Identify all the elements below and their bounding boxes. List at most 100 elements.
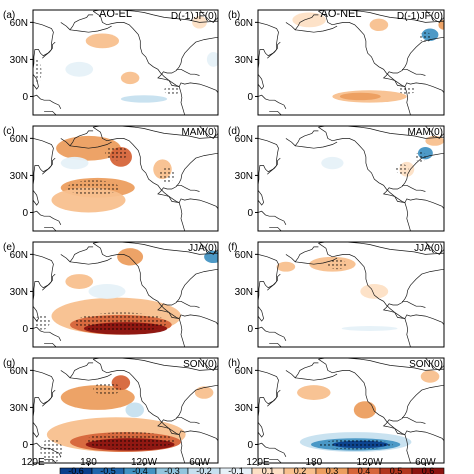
panel-f: 60N 30N 0 (f) JJA(0) [228,241,445,348]
coastline [44,458,57,463]
coastline [258,210,287,225]
anomaly-patch [341,326,398,331]
colorbar-label: -0.2 [196,466,212,474]
coastline [33,189,39,206]
coastline [92,242,180,319]
coastline [267,389,281,407]
panel-label: (b) [228,10,240,21]
colorbar-label: 0.4 [358,466,371,474]
x-tick-label: 120W [131,457,158,468]
panel-label: (d) [228,126,240,137]
coastline [69,141,112,149]
season-label: D(-1)JF(0) [397,11,443,22]
coastline [258,189,264,206]
x-tick-label: 120W [357,457,384,468]
significance-stipple [105,145,128,161]
field [33,126,218,231]
map-background [258,126,444,231]
panel-frame [32,241,219,348]
y-tick-label: 0 [22,324,28,335]
significance-stipple [395,164,409,175]
coastline [60,14,94,31]
coastline [404,434,411,463]
coastline [33,73,39,90]
panel-g: 60N 30N 0 120E 180 120W 60W (g) SON(0) [3,357,219,468]
coastline [176,300,200,308]
map-background [258,242,444,347]
coastline [176,68,200,76]
panel-a: 60N 30N 0 (a) AO-EL D(-1)JF(0) [3,8,219,116]
y-tick-label: 30N [10,287,28,298]
anomaly-patch [321,156,344,170]
x-tick-label: 60W [415,457,436,468]
colorbar-label: -0.4 [132,466,148,474]
panel-d: 60N 30N 0 (d) MAM(0) [228,125,445,232]
coastline [402,416,426,424]
anomaly-patch [292,12,326,28]
coastline [295,141,338,149]
y-tick-label: 0 [247,324,253,335]
anomaly-patch [125,402,144,418]
significance-stipple [93,382,121,396]
coastline [267,41,281,59]
coastline [93,358,218,442]
coastline [93,10,218,94]
coastline [33,326,62,341]
coastline [285,14,319,31]
coastline [258,73,264,90]
y-tick-label: 30N [10,171,28,182]
coastline [60,130,94,147]
field [33,242,218,347]
field [258,358,444,463]
coastline [402,68,426,76]
y-tick-label: 30N [235,403,253,414]
panel-frame [257,241,445,348]
coastline [44,110,57,115]
panel-e: 60N 30N 0 (e) JJA(0) [3,241,219,348]
coastline [404,318,411,347]
anomaly-patch [194,386,214,399]
coastline [318,126,406,203]
coastline [42,41,56,59]
y-tick-label: 60N [10,366,28,377]
coastline [269,226,282,231]
colorbar-label: -0.1 [228,466,244,474]
panel-label: (g) [3,358,15,369]
season-label: D(-1)JF(0) [171,11,217,22]
y-tick-label: 60N [235,134,253,145]
anomaly-patch [369,18,389,31]
panel-label: (a) [3,10,15,21]
coastline [267,273,281,291]
coastline [199,126,218,139]
coastline [425,358,444,371]
coastline [178,434,186,463]
y-tick-label: 30N [235,55,253,66]
coastline [93,126,218,210]
anomaly-patch [65,274,94,289]
coastline [69,25,112,33]
y-tick-label: 60N [235,366,253,377]
coastline [44,342,57,347]
coastline [42,389,56,407]
coastline [44,226,57,231]
season-label: JJA(0) [188,243,217,254]
coastline [258,94,287,109]
colorbar-label: 0.6 [422,466,435,474]
coastline [33,305,39,322]
significance-stipple [327,259,347,270]
panel-frame [257,9,445,116]
significance-stipple [318,439,393,450]
coastline [269,458,282,463]
season-label: JJA(0) [414,243,443,254]
coastline [318,358,444,442]
coastline [285,246,319,263]
x-tick-label: 180 [80,457,97,468]
y-tick-label: 30N [10,403,28,414]
y-tick-label: 60N [235,18,253,29]
significance-stipple [33,59,42,85]
panel-frame [32,9,219,116]
anomaly-patch [120,95,168,103]
y-tick-label: 0 [247,208,253,219]
panel-frame [32,357,219,464]
